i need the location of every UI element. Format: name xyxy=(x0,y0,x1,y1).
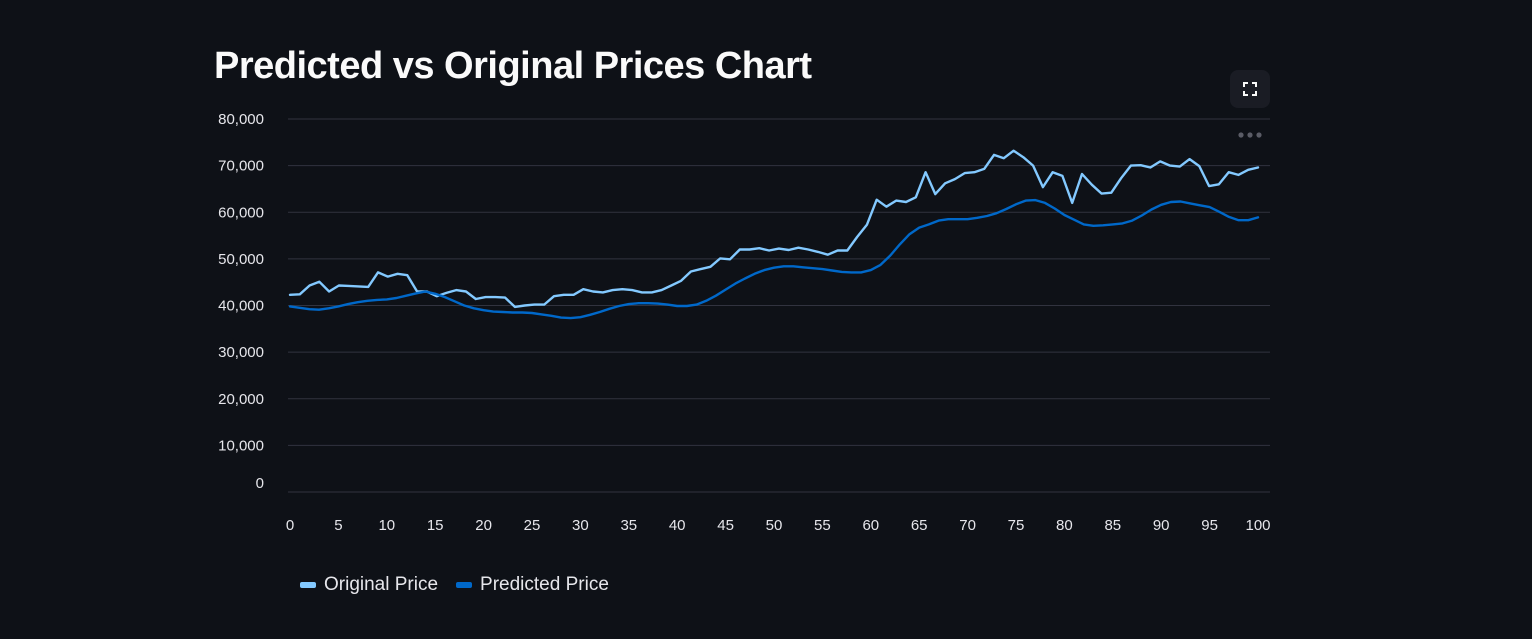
y-tick-label: 70,000 xyxy=(218,158,264,175)
legend-item-predicted[interactable]: Predicted Price xyxy=(456,574,609,596)
x-tick-label: 30 xyxy=(572,517,589,534)
y-tick-label: 40,000 xyxy=(218,298,264,315)
x-tick-label: 70 xyxy=(959,517,976,534)
y-tick-label: 60,000 xyxy=(218,204,264,221)
y-tick-label: 20,000 xyxy=(218,391,264,408)
y-tick-label: 0 xyxy=(256,475,264,492)
fullscreen-icon xyxy=(1243,82,1257,96)
x-tick-label: 55 xyxy=(814,517,831,534)
x-tick-label: 75 xyxy=(1008,517,1025,534)
legend-item-original[interactable]: Original Price xyxy=(300,574,438,596)
price-chart[interactable]: 0 10,000 20,000 30,000 40,000 50,000 60,000 70,… xyxy=(0,0,1532,560)
chart-menu-button[interactable] xyxy=(1234,124,1266,146)
x-tick-label: 40 xyxy=(669,517,686,534)
x-tick-label: 35 xyxy=(620,517,637,534)
x-tick-label: 65 xyxy=(911,517,928,534)
x-tick-label: 100 xyxy=(1245,517,1270,534)
y-tick-label: 80,000 xyxy=(218,111,264,128)
legend-swatch-original xyxy=(300,582,316,588)
gridlines xyxy=(288,118,1270,493)
x-tick-label: 20 xyxy=(475,517,492,534)
x-tick-label: 15 xyxy=(427,517,444,534)
x-tick-label: 45 xyxy=(717,517,734,534)
x-tick-label: 85 xyxy=(1104,517,1121,534)
page-title: Predicted vs Original Prices Chart xyxy=(214,45,812,87)
series-line-original-price[interactable] xyxy=(288,149,1260,309)
legend-label-predicted: Predicted Price xyxy=(480,574,609,595)
more-horizontal-icon xyxy=(1238,132,1262,138)
x-tick-label: 10 xyxy=(378,517,395,534)
x-tick-label: 80 xyxy=(1056,517,1073,534)
x-tick-label: 0 xyxy=(286,517,294,534)
series-lines xyxy=(288,149,1260,320)
x-tick-label: 50 xyxy=(766,517,783,534)
x-tick-label: 95 xyxy=(1201,517,1218,534)
x-tick-label: 25 xyxy=(524,517,541,534)
y-tick-label: 50,000 xyxy=(218,251,264,268)
x-axis-ticks: 0 5 10 15 20 25 30 35 40 45 50 55 60 65 70 75 80 85 90 95 10… xyxy=(286,517,1271,534)
x-tick-label: 90 xyxy=(1153,517,1170,534)
y-tick-label: 30,000 xyxy=(218,344,264,361)
x-tick-label: 5 xyxy=(334,517,342,534)
y-tick-label: 10,000 xyxy=(218,437,264,454)
fullscreen-button[interactable] xyxy=(1230,70,1270,108)
y-axis-ticks: 0 10,000 20,000 30,000 40,000 50,000 60,000 70,… xyxy=(218,111,264,492)
legend-label-original: Original Price xyxy=(324,574,439,595)
series-line-predicted-price[interactable] xyxy=(288,198,1260,320)
x-tick-label: 60 xyxy=(862,517,879,534)
chart-legend: Original Price Predicted Price xyxy=(300,574,609,596)
legend-swatch-predicted xyxy=(456,582,473,588)
